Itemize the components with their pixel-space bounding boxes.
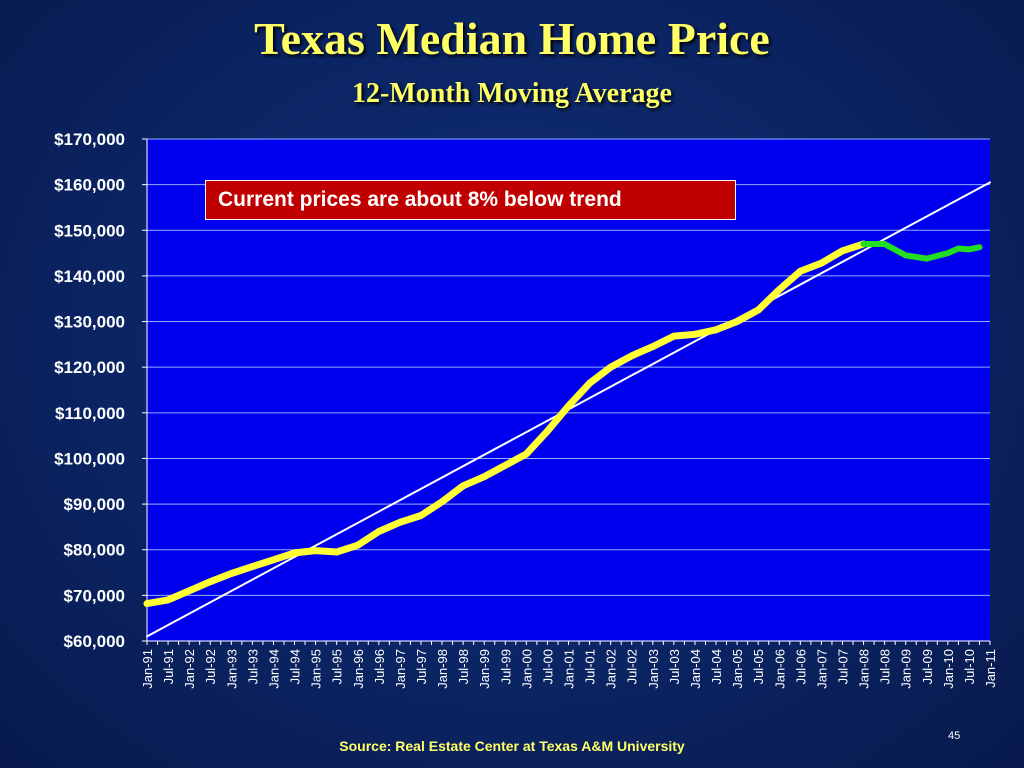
x-tick-label: Jul-00 [540,649,555,684]
y-tick-label: $90,000 [64,495,125,514]
source-note: Source: Real Estate Center at Texas A&M … [339,738,685,754]
y-tick-label: $120,000 [54,358,125,377]
slide-title: Texas Median Home Price [254,13,770,64]
x-tick-label: Jul-99 [498,649,513,684]
x-tick-label: Jul-91 [161,649,176,684]
x-tick-label: Jul-05 [751,649,766,684]
series-line-recent [860,241,983,262]
x-tick-label: Jul-07 [835,649,850,684]
x-tick-label: Jul-02 [625,649,640,684]
x-tick-label: Jan-03 [646,649,661,689]
x-tick-label: Jul-95 [330,649,345,684]
x-tick-label: Jul-06 [793,649,808,684]
x-tick-label: Jan-11 [983,649,998,688]
x-tick-label: Jan-09 [899,649,914,689]
x-tick-label: Jan-07 [814,649,829,689]
x-tick-label: Jan-93 [224,649,239,689]
x-tick-label: Jul-03 [667,649,682,684]
y-tick-label: $110,000 [55,404,125,423]
x-tick-label: Jul-92 [203,649,218,684]
x-tick-label: Jul-04 [709,649,724,684]
x-tick-label: Jan-10 [941,649,956,689]
y-tick-label: $160,000 [54,176,125,195]
x-tick-label: Jan-01 [562,649,577,689]
y-tick-label: $70,000 [64,586,125,605]
x-tick-label: Jan-92 [182,649,197,689]
x-tick-label: Jan-98 [435,649,450,689]
y-tick-label: $140,000 [54,267,125,286]
y-tick-label: $100,000 [54,449,125,468]
x-tick-label: Jul-93 [245,649,260,684]
x-tick-label: Jul-10 [962,649,977,684]
y-tick-label: $130,000 [54,313,125,332]
x-tick-label: Jan-96 [351,649,366,689]
y-tick-label: $150,000 [54,221,125,240]
y-tick-label: $60,000 [64,632,125,651]
x-tick-label: Jan-00 [519,649,534,689]
x-tick-label: Jan-94 [266,649,281,689]
x-tick-label: Jan-99 [477,649,492,689]
x-tick-label: Jan-06 [772,649,787,689]
y-tick-label: $80,000 [64,541,125,560]
x-tick-label: Jan-02 [604,649,619,689]
x-tick-label: Jan-91 [140,649,155,689]
page-number: 45 [948,730,961,742]
x-tick-label: Jul-97 [414,649,429,684]
slide-subtitle: 12-Month Moving Average [352,78,672,109]
x-tick-label: Jan-95 [309,649,324,689]
x-tick-label: Jul-94 [288,649,303,684]
x-tick-label: Jan-08 [857,649,872,689]
y-tick-label: $170,000 [54,130,125,149]
x-tick-label: Jan-05 [730,649,745,689]
x-tick-label: Jul-98 [456,649,471,684]
x-tick-label: Jul-09 [920,649,935,684]
series-line-historical [143,240,867,608]
x-tick-label: Jan-97 [393,649,408,689]
x-tick-label: Jul-08 [878,649,893,684]
x-tick-label: Jan-04 [688,649,703,689]
x-tick-label: Jul-01 [583,649,598,684]
x-tick-label: Jul-96 [372,649,387,684]
annotation-box: Current prices are about 8% below trend [205,180,736,220]
